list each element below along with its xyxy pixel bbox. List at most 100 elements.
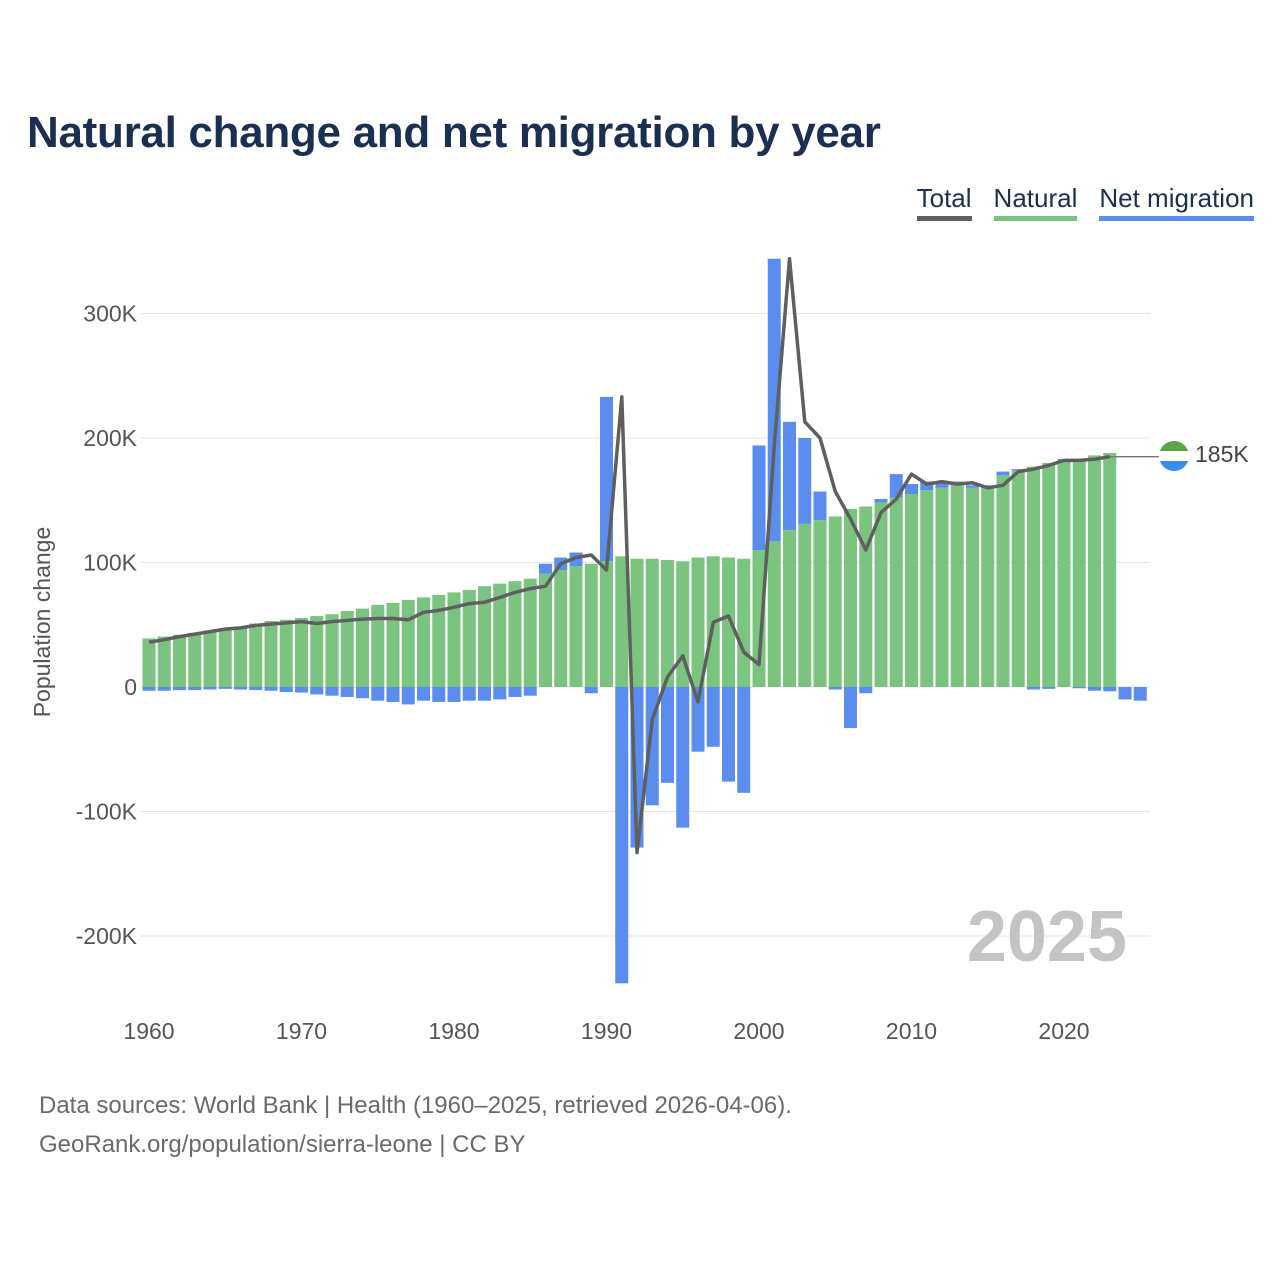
- net-migration-bar[interactable]: [1133, 687, 1147, 701]
- natural-bar[interactable]: [584, 563, 598, 687]
- natural-bar[interactable]: [142, 638, 156, 687]
- net-migration-bar[interactable]: [706, 687, 720, 747]
- natural-bar[interactable]: [920, 490, 934, 687]
- natural-bar[interactable]: [356, 608, 369, 687]
- natural-bar[interactable]: [966, 487, 979, 687]
- source-link[interactable]: GeoRank.org/population/sierra-leone | CC…: [39, 1131, 526, 1158]
- natural-bar[interactable]: [539, 573, 552, 687]
- net-migration-bar[interactable]: [218, 687, 232, 689]
- net-migration-bar[interactable]: [935, 482, 949, 488]
- net-migration-bar[interactable]: [356, 687, 369, 699]
- natural-bar[interactable]: [1027, 466, 1040, 687]
- net-migration-bar[interactable]: [1118, 687, 1132, 700]
- net-migration-bar[interactable]: [996, 471, 1010, 476]
- net-migration-bar[interactable]: [539, 563, 552, 574]
- net-migration-bar[interactable]: [371, 687, 385, 701]
- natural-bar[interactable]: [432, 594, 446, 687]
- net-migration-bar[interactable]: [432, 687, 446, 702]
- net-migration-bar[interactable]: [859, 687, 873, 694]
- net-migration-bar[interactable]: [1103, 687, 1117, 692]
- natural-bar[interactable]: [722, 557, 735, 687]
- net-migration-bar[interactable]: [966, 485, 979, 488]
- natural-bar[interactable]: [630, 558, 644, 687]
- net-migration-bar[interactable]: [279, 687, 293, 692]
- natural-bar[interactable]: [905, 494, 918, 687]
- net-migration-bar[interactable]: [1042, 687, 1056, 689]
- natural-bar[interactable]: [173, 634, 186, 687]
- net-migration-bar[interactable]: [874, 499, 888, 503]
- net-migration-bar[interactable]: [813, 491, 827, 521]
- net-migration-bar[interactable]: [584, 687, 598, 694]
- net-migration-bar[interactable]: [447, 687, 461, 702]
- natural-bar[interactable]: [1042, 462, 1056, 687]
- legend-net-migration[interactable]: Net migration: [1099, 183, 1254, 221]
- natural-bar[interactable]: [676, 561, 690, 687]
- net-migration-bar[interactable]: [142, 687, 156, 691]
- natural-bar[interactable]: [234, 626, 247, 687]
- natural-bar[interactable]: [783, 530, 796, 687]
- natural-bar[interactable]: [767, 541, 781, 687]
- natural-bar[interactable]: [249, 623, 263, 687]
- net-migration-bar[interactable]: [203, 687, 217, 690]
- net-migration-bar[interactable]: [417, 687, 430, 701]
- natural-bar[interactable]: [600, 561, 613, 687]
- natural-bar[interactable]: [1103, 452, 1117, 687]
- net-migration-bar[interactable]: [676, 687, 690, 828]
- net-migration-bar[interactable]: [188, 687, 202, 691]
- natural-bar[interactable]: [1072, 459, 1086, 687]
- net-migration-bar[interactable]: [264, 687, 278, 691]
- net-migration-bar[interactable]: [1027, 687, 1040, 690]
- natural-bar[interactable]: [691, 557, 705, 687]
- net-migration-bar[interactable]: [1072, 687, 1086, 689]
- natural-bar[interactable]: [554, 569, 568, 687]
- natural-bar[interactable]: [859, 506, 873, 687]
- natural-bar[interactable]: [798, 523, 812, 687]
- net-migration-bar[interactable]: [386, 687, 400, 702]
- natural-bar[interactable]: [218, 629, 232, 687]
- net-migration-bar[interactable]: [844, 687, 857, 729]
- natural-bar[interactable]: [371, 604, 385, 687]
- natural-bar[interactable]: [1088, 455, 1101, 687]
- natural-bar[interactable]: [996, 475, 1010, 687]
- net-migration-bar[interactable]: [173, 687, 186, 691]
- natural-bar[interactable]: [569, 566, 583, 687]
- natural-bar[interactable]: [935, 487, 949, 687]
- natural-bar[interactable]: [401, 599, 415, 687]
- net-migration-bar[interactable]: [798, 438, 812, 524]
- net-migration-bar[interactable]: [493, 687, 507, 700]
- net-migration-bar[interactable]: [615, 687, 629, 984]
- net-migration-bar[interactable]: [340, 687, 354, 697]
- net-migration-bar[interactable]: [249, 687, 263, 691]
- natural-bar[interactable]: [1057, 460, 1071, 687]
- natural-bar[interactable]: [874, 502, 888, 687]
- natural-bar[interactable]: [188, 632, 202, 687]
- net-migration-bar[interactable]: [981, 485, 995, 487]
- natural-bar[interactable]: [523, 578, 537, 687]
- net-migration-bar[interactable]: [691, 687, 705, 752]
- natural-bar[interactable]: [828, 516, 842, 687]
- net-migration-bar[interactable]: [1011, 469, 1025, 471]
- net-migration-bar[interactable]: [401, 687, 415, 705]
- natural-bar[interactable]: [737, 558, 751, 687]
- natural-bar[interactable]: [752, 550, 766, 687]
- net-migration-bar[interactable]: [828, 687, 842, 690]
- natural-bar[interactable]: [279, 619, 293, 687]
- natural-bar[interactable]: [493, 583, 507, 687]
- legend-total[interactable]: Total: [916, 183, 972, 221]
- net-migration-bar[interactable]: [783, 421, 796, 531]
- natural-bar[interactable]: [615, 556, 629, 687]
- net-migration-bar[interactable]: [508, 687, 522, 697]
- natural-bar[interactable]: [1011, 470, 1025, 687]
- natural-bar[interactable]: [203, 630, 217, 687]
- net-migration-bar[interactable]: [157, 687, 171, 691]
- natural-bar[interactable]: [264, 621, 278, 687]
- natural-bar[interactable]: [981, 486, 995, 687]
- natural-bar[interactable]: [417, 597, 430, 687]
- natural-bar[interactable]: [844, 508, 857, 687]
- natural-bar[interactable]: [508, 581, 522, 687]
- net-migration-bar[interactable]: [234, 687, 247, 690]
- natural-bar[interactable]: [478, 586, 491, 687]
- net-migration-bar[interactable]: [722, 687, 735, 782]
- net-migration-bar[interactable]: [737, 687, 751, 793]
- natural-bar[interactable]: [310, 616, 324, 687]
